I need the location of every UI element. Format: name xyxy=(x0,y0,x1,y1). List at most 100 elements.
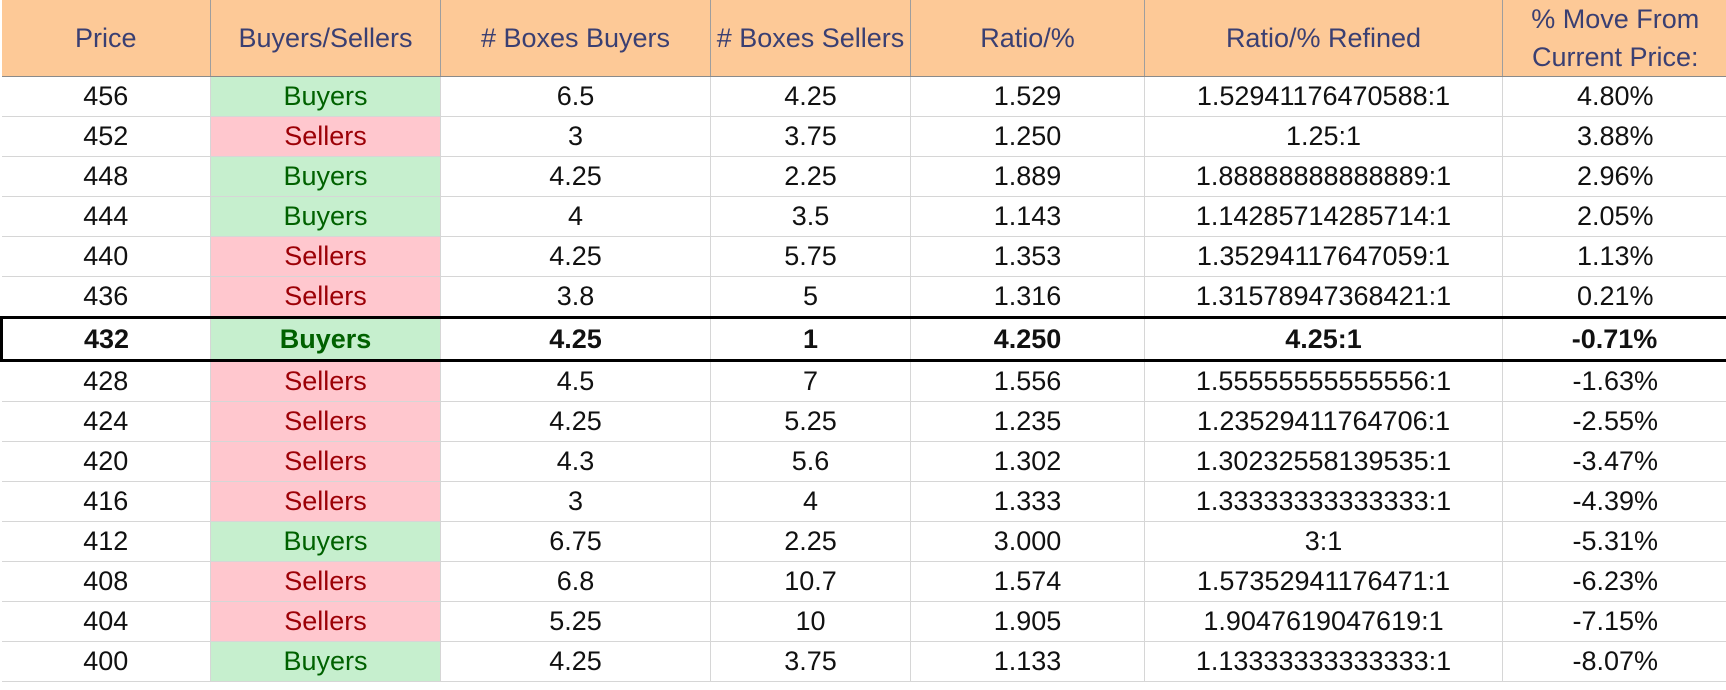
table-row: 436 Sellers 3.8 5 1.316 1.31578947368421:1 0.2… xyxy=(1,276,1726,318)
price-cell: 412 xyxy=(1,521,211,562)
boxes-buyers-cell: 4 xyxy=(440,196,711,237)
header-ratio-refined: Ratio/% Refined xyxy=(1144,0,1503,77)
boxes-buyers-cell: 4.25 xyxy=(440,236,711,277)
boxes-buyers-cell: 4.25 xyxy=(440,401,711,442)
price-cell: 444 xyxy=(1,196,211,237)
ratio-refined-cell: 1.88888888888889:1 xyxy=(1144,156,1503,197)
ratio-refined-cell: 1.13333333333333:1 xyxy=(1144,641,1503,682)
side-cell: Buyers xyxy=(210,76,441,117)
side-cell: Buyers xyxy=(210,521,441,562)
price-cell: 448 xyxy=(1,156,211,197)
table-row: 440 Sellers 4.25 5.75 1.353 1.35294117647059:… xyxy=(1,236,1726,277)
price-cell: 440 xyxy=(1,236,211,277)
table-row: 416 Sellers 3 4 1.333 1.33333333333333:1 -4.39… xyxy=(1,481,1726,522)
price-cell: 416 xyxy=(1,481,211,522)
ratio-refined-cell: 1.33333333333333:1 xyxy=(1144,481,1503,522)
boxes-buyers-cell: 6.5 xyxy=(440,76,711,117)
price-cell: 456 xyxy=(1,76,211,117)
percent-move-cell: 3.88% xyxy=(1502,116,1726,157)
table-row: 420 Sellers 4.3 5.6 1.302 1.30232558139535:1-… xyxy=(1,441,1726,482)
boxes-sellers-cell: 1 xyxy=(710,316,911,362)
boxes-buyers-cell: 3 xyxy=(440,116,711,157)
header-buyers-sellers: Buyers/Sellers xyxy=(210,0,441,77)
boxes-buyers-cell: 4.3 xyxy=(440,441,711,482)
price-cell: 452 xyxy=(1,116,211,157)
table-row-current-price: 432 Buyers 4.25 1 4.250 4.25:1 -0.71% xyxy=(0,316,1726,362)
side-cell: Sellers xyxy=(210,360,441,402)
side-cell: Buyers xyxy=(210,316,441,362)
side-cell: Sellers xyxy=(210,116,441,157)
boxes-sellers-cell: 5 xyxy=(710,276,911,318)
ratio-cell: 1.333 xyxy=(910,481,1145,522)
ratio-cell: 1.574 xyxy=(910,561,1145,602)
ratio-refined-cell: 1.30232558139535:1 xyxy=(1144,441,1503,482)
boxes-buyers-cell: 4.5 xyxy=(440,360,711,402)
ratio-cell: 1.143 xyxy=(910,196,1145,237)
boxes-sellers-cell: 4 xyxy=(710,481,911,522)
ratio-cell: 1.316 xyxy=(910,276,1145,318)
boxes-sellers-cell: 7 xyxy=(710,360,911,402)
ratio-cell: 1.353 xyxy=(910,236,1145,277)
header-ratio: Ratio/% xyxy=(910,0,1145,77)
boxes-sellers-cell: 3.5 xyxy=(710,196,911,237)
price-cell: 424 xyxy=(1,401,211,442)
boxes-buyers-cell: 3 xyxy=(440,481,711,522)
boxes-sellers-cell: 5.25 xyxy=(710,401,911,442)
ratio-refined-cell: 1.14285714285714:1 xyxy=(1144,196,1503,237)
table-row: 400 Buyers 4.25 3.75 1.133 1.13333333333333:1… xyxy=(1,641,1726,682)
side-cell: Sellers xyxy=(210,401,441,442)
side-cell: Sellers xyxy=(210,561,441,602)
price-cell: 436 xyxy=(1,276,211,318)
ratio-refined-cell: 1.55555555555556:1 xyxy=(1144,360,1503,402)
ratio-cell: 3.000 xyxy=(910,521,1145,562)
boxes-sellers-cell: 3.75 xyxy=(710,641,911,682)
header-price: Price xyxy=(1,0,211,77)
percent-move-cell: 4.80% xyxy=(1502,76,1726,117)
table-row: 408 Sellers 6.8 10.7 1.574 1.57352941176471:1… xyxy=(1,561,1726,602)
percent-move-cell: -2.55% xyxy=(1502,401,1726,442)
boxes-sellers-cell: 4.25 xyxy=(710,76,911,117)
ratio-cell: 1.302 xyxy=(910,441,1145,482)
side-cell: Sellers xyxy=(210,441,441,482)
ratio-refined-cell: 1.52941176470588:1 xyxy=(1144,76,1503,117)
table-body: 456 Buyers 6.5 4.25 1.529 1.52941176470588:1 4… xyxy=(0,76,1726,682)
header-row: Price Buyers/Sellers # Boxes Buyers # Bo… xyxy=(1,0,1726,77)
ratio-cell: 1.889 xyxy=(910,156,1145,197)
boxes-buyers-cell: 6.8 xyxy=(440,561,711,602)
table-row: 412 Buyers 6.75 2.25 3.000 3:1 -5.31% xyxy=(1,521,1726,562)
ratio-refined-cell: 1.35294117647059:1 xyxy=(1144,236,1503,277)
side-cell: Sellers xyxy=(210,236,441,277)
side-cell: Buyers xyxy=(210,641,441,682)
side-cell: Sellers xyxy=(210,276,441,318)
side-cell: Sellers xyxy=(210,481,441,522)
ratio-refined-cell: 4.25:1 xyxy=(1144,316,1503,362)
price-cell: 408 xyxy=(1,561,211,602)
ratio-cell: 1.905 xyxy=(910,601,1145,642)
header-boxes-buyers: # Boxes Buyers xyxy=(440,0,711,77)
boxes-sellers-cell: 5.6 xyxy=(710,441,911,482)
price-cell: 400 xyxy=(1,641,211,682)
side-cell: Sellers xyxy=(210,601,441,642)
percent-move-cell: -4.39% xyxy=(1502,481,1726,522)
ratio-refined-cell: 1.25:1 xyxy=(1144,116,1503,157)
percent-move-cell: 1.13% xyxy=(1502,236,1726,277)
boxes-sellers-cell: 5.75 xyxy=(710,236,911,277)
table-row: 424 Sellers 4.25 5.25 1.235 1.23529411764706:… xyxy=(1,401,1726,442)
price-cell: 420 xyxy=(1,441,211,482)
boxes-sellers-cell: 2.25 xyxy=(710,156,911,197)
table-row: 404 Sellers 5.25 10 1.905 1.9047619047619:1 -7… xyxy=(1,601,1726,642)
boxes-sellers-cell: 10 xyxy=(710,601,911,642)
table-row: 428 Sellers 4.5 7 1.556 1.55555555555556:1 -1.… xyxy=(1,360,1726,402)
boxes-sellers-cell: 10.7 xyxy=(710,561,911,602)
table-row: 444 Buyers 4 3.5 1.143 1.14285714285714:1 2.05… xyxy=(1,196,1726,237)
boxes-buyers-cell: 3.8 xyxy=(440,276,711,318)
percent-move-cell: -6.23% xyxy=(1502,561,1726,602)
boxes-sellers-cell: 3.75 xyxy=(710,116,911,157)
ratio-refined-cell: 1.31578947368421:1 xyxy=(1144,276,1503,318)
boxes-buyers-cell: 4.25 xyxy=(440,156,711,197)
ratio-cell: 1.250 xyxy=(910,116,1145,157)
price-cell: 432 xyxy=(0,316,211,362)
ratio-refined-cell: 1.9047619047619:1 xyxy=(1144,601,1503,642)
boxes-buyers-cell: 5.25 xyxy=(440,601,711,642)
